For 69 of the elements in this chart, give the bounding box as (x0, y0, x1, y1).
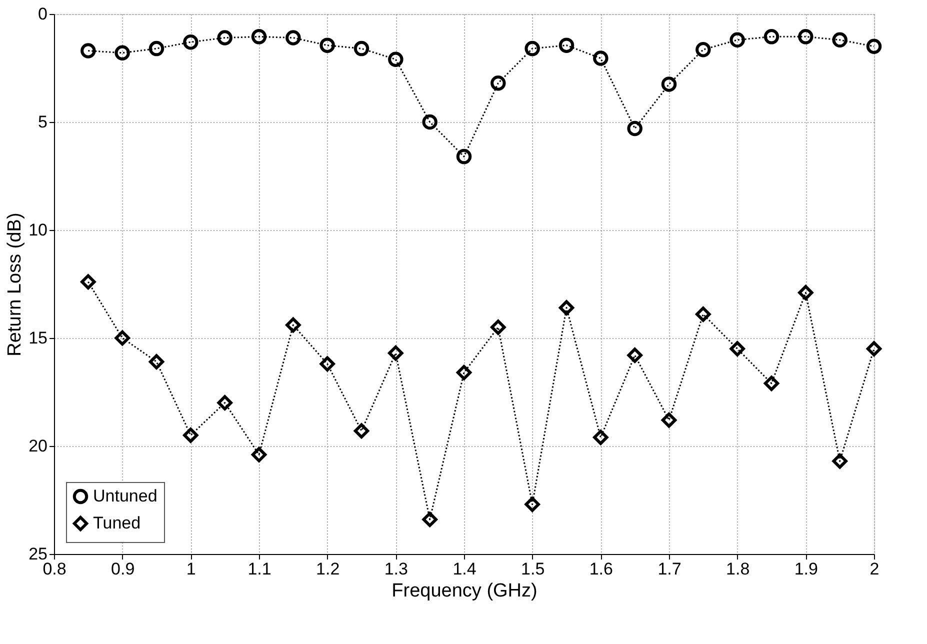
point (422, 114, 438, 130)
point (661, 76, 677, 92)
point (593, 430, 608, 445)
x-tick-label: 1.4 (452, 560, 476, 578)
x-tick-label: 0.9 (111, 560, 135, 578)
point (661, 412, 677, 428)
point (798, 285, 814, 300)
point (490, 320, 506, 335)
y-axis-title: Return Loss (dB) (4, 212, 26, 356)
x-tick-label: 1.9 (794, 560, 818, 578)
x-tick-label: 1.7 (658, 560, 682, 578)
point (866, 341, 882, 356)
point (217, 395, 232, 410)
point (286, 317, 301, 333)
point (627, 348, 642, 363)
point (148, 40, 164, 56)
y-tick-label: 0 (38, 4, 48, 24)
x-tick-label: 1 (186, 560, 196, 578)
point (456, 364, 472, 380)
y-tick-label: 10 (28, 220, 48, 240)
point (422, 512, 438, 528)
point (764, 29, 780, 44)
point (593, 50, 608, 66)
point (114, 330, 130, 346)
point (183, 428, 198, 443)
point (388, 52, 404, 67)
x-tick-label: 1.3 (384, 560, 408, 578)
y-tick-label: 20 (28, 436, 48, 456)
point (251, 29, 267, 44)
point (217, 30, 232, 46)
y-tick-label: 5 (38, 112, 48, 132)
point (832, 453, 848, 469)
point (456, 148, 472, 164)
point (558, 38, 574, 53)
point (866, 38, 882, 54)
x-tick-label: 1.8 (726, 560, 750, 578)
point (388, 345, 404, 361)
point (730, 32, 745, 48)
point (354, 40, 370, 56)
x-tick-label: 1.1 (248, 560, 272, 578)
point (490, 76, 506, 91)
point (558, 300, 574, 316)
point (524, 40, 540, 56)
x-tick-label: 1.5 (521, 560, 545, 578)
legend-label: Untuned (93, 486, 158, 506)
point (114, 45, 130, 60)
point (251, 447, 267, 462)
x-tick-label: 2 (870, 560, 880, 578)
y-tick-label: 15 (28, 328, 48, 348)
point (696, 42, 711, 58)
x-axis-title: Frequency (GHz) (392, 580, 538, 602)
point (696, 306, 711, 322)
x-tick-label: 1.2 (316, 560, 340, 578)
x-tick-label: 1.6 (589, 560, 613, 578)
point (354, 423, 370, 439)
point (798, 29, 814, 44)
legend-label: Tuned (93, 514, 141, 532)
point (832, 32, 848, 48)
point (320, 38, 335, 53)
point (730, 341, 745, 356)
point (80, 43, 96, 58)
point (764, 376, 780, 391)
point (80, 274, 96, 290)
point (183, 34, 198, 50)
point (627, 120, 642, 136)
point (286, 30, 301, 46)
point (320, 356, 335, 372)
point (524, 496, 540, 512)
point (148, 354, 164, 370)
